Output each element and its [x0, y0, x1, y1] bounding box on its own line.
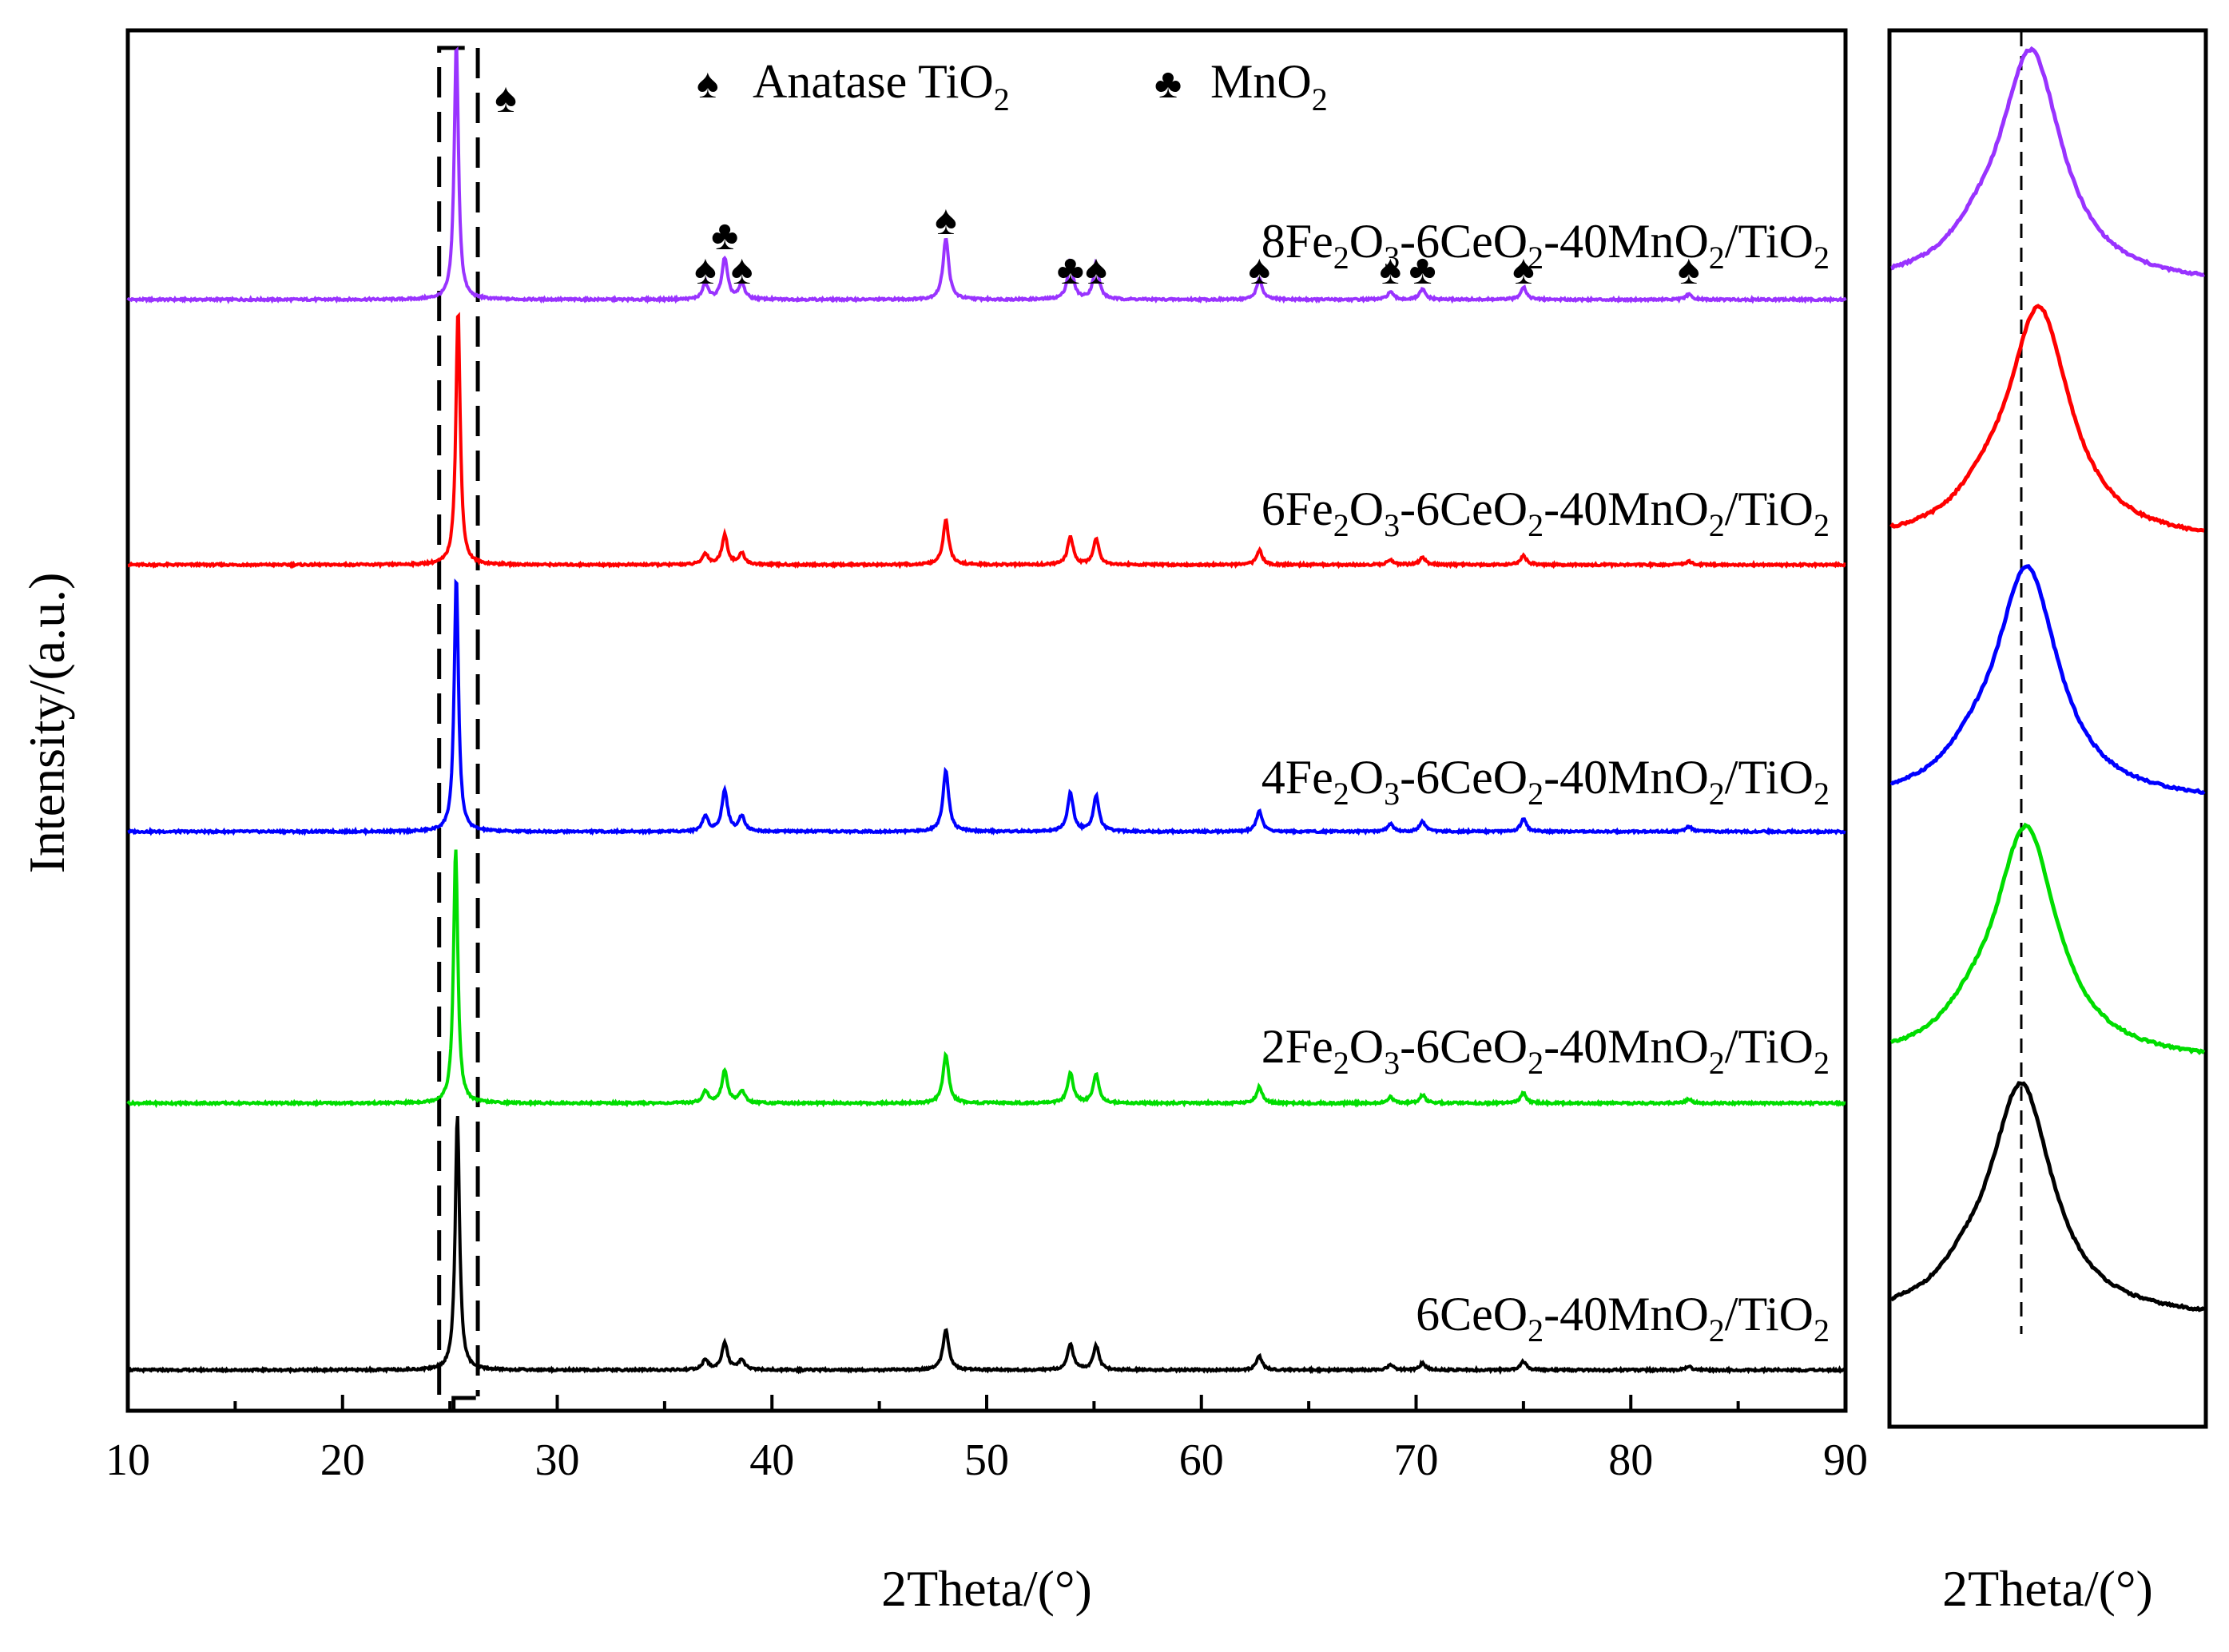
highlight-bracket — [437, 46, 465, 1399]
x-axis-title: 2Theta/(°) — [881, 1560, 1092, 1617]
anatase-peak-marker: ♠ — [731, 248, 753, 293]
y-axis-title: Intensity/(a.u.) — [18, 573, 75, 874]
x-axis: 10 20 30 40 50 60 70 80 90 — [105, 1395, 1868, 1485]
series-line — [127, 1115, 1846, 1376]
mno2-peak-marker: ♣ — [711, 213, 738, 259]
series-line — [126, 46, 1847, 304]
x-tick-label: 90 — [1823, 1436, 1868, 1485]
anatase-peak-marker: ♠ — [694, 248, 717, 293]
inset-series-line — [1889, 1081, 2206, 1312]
legend-anatase-label: Anatase TiO2 — [753, 55, 1010, 117]
x-tick-label: 40 — [749, 1436, 794, 1485]
x-tick-label: 20 — [320, 1436, 365, 1485]
anatase-peak-marker: ♠ — [935, 198, 957, 244]
legend-spade-symbol: ♠ — [697, 62, 719, 107]
legend-mno2-label: MnO2 — [1210, 55, 1328, 117]
series-label: 6Fe2O3-6CeO2-40MnO2/TiO2 — [1262, 482, 1830, 543]
series-label: 8Fe2O3-6CeO2-40MnO2/TiO2 — [1262, 215, 1830, 276]
series-label: 4Fe2O3-6CeO2-40MnO2/TiO2 — [1262, 751, 1830, 812]
series-line — [126, 849, 1846, 1109]
anatase-peak-marker: ♠ — [1085, 248, 1107, 293]
peak-marker-layer: ♠♠♣♠♠♣ ♠ ♠ ♠ ♣ ♠ ♠ — [495, 76, 1699, 293]
inset-layer — [1889, 32, 2206, 1334]
anatase-peak-marker: ♠ — [495, 76, 517, 121]
legend-club-symbol: ♣ — [1154, 62, 1182, 107]
anatase-peak-marker: ♠ — [1678, 248, 1700, 293]
x-tick-label: 50 — [964, 1436, 1009, 1485]
x-tick-label: 80 — [1608, 1436, 1653, 1485]
legend: ♠ Anatase TiO2 ♣ MnO2 — [697, 55, 1328, 117]
inset-series-line — [1890, 46, 2205, 277]
highlight-bottom-tick — [451, 1396, 476, 1411]
anatase-peak-marker: ♠ — [1512, 248, 1535, 293]
mno2-peak-marker: ♣ — [1409, 248, 1436, 293]
x-tick-label: 70 — [1394, 1436, 1439, 1485]
series-label: 2Fe2O3-6CeO2-40MnO2/TiO2 — [1262, 1020, 1830, 1081]
inset-plot-frame — [1887, 28, 2208, 1429]
series-label-layer: 8Fe2O3-6CeO2-40MnO2/TiO2 6Fe2O3-6CeO2-40M… — [1262, 215, 1830, 1348]
inset-x-axis-title: 2Theta/(°) — [1942, 1560, 2153, 1617]
x-tick-label: 30 — [535, 1436, 580, 1485]
x-tick-label: 10 — [105, 1436, 150, 1485]
series-line — [127, 578, 1846, 836]
inset-series-line — [1890, 822, 2206, 1055]
anatase-peak-marker: ♠ — [1249, 248, 1271, 293]
series-line — [127, 312, 1846, 570]
inset-series-line — [1889, 564, 2206, 795]
anatase-peak-marker: ♠ — [1379, 248, 1401, 293]
series-layer — [126, 46, 1847, 1376]
series-label: 6CeO2-40MnO2/TiO2 — [1416, 1288, 1830, 1348]
x-tick-label: 60 — [1179, 1436, 1224, 1485]
inset-series-line — [1889, 304, 2205, 533]
mno2-peak-marker: ♣ — [1057, 248, 1084, 293]
highlight-region — [437, 46, 480, 1411]
